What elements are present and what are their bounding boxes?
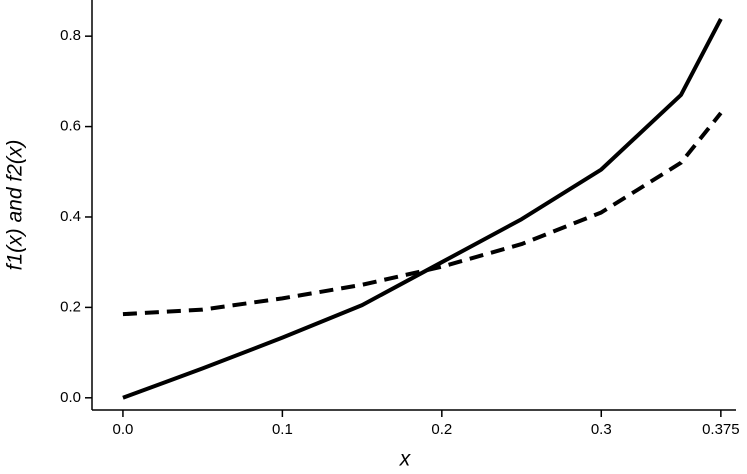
x-tick-label: 0.1 [272, 421, 293, 438]
x-tick-label: 0.3 [591, 421, 612, 438]
series-line [122, 18, 723, 400]
series-line [122, 111, 723, 317]
x-tick-label: 0.0 [113, 421, 134, 438]
x-tick-label: 0.2 [431, 421, 452, 438]
x-tick-label: 0.375 [702, 421, 740, 438]
y-axis-label: f1(x) and f2(x) [4, 140, 27, 271]
y-tick-label: 0.0 [60, 389, 81, 406]
y-tick-label: 0.6 [60, 118, 81, 135]
y-tick-label: 0.8 [60, 27, 81, 44]
y-tick-label: 0.4 [60, 208, 81, 225]
y-tick-label: 0.2 [60, 298, 81, 315]
x-axis-label: x [399, 448, 412, 471]
